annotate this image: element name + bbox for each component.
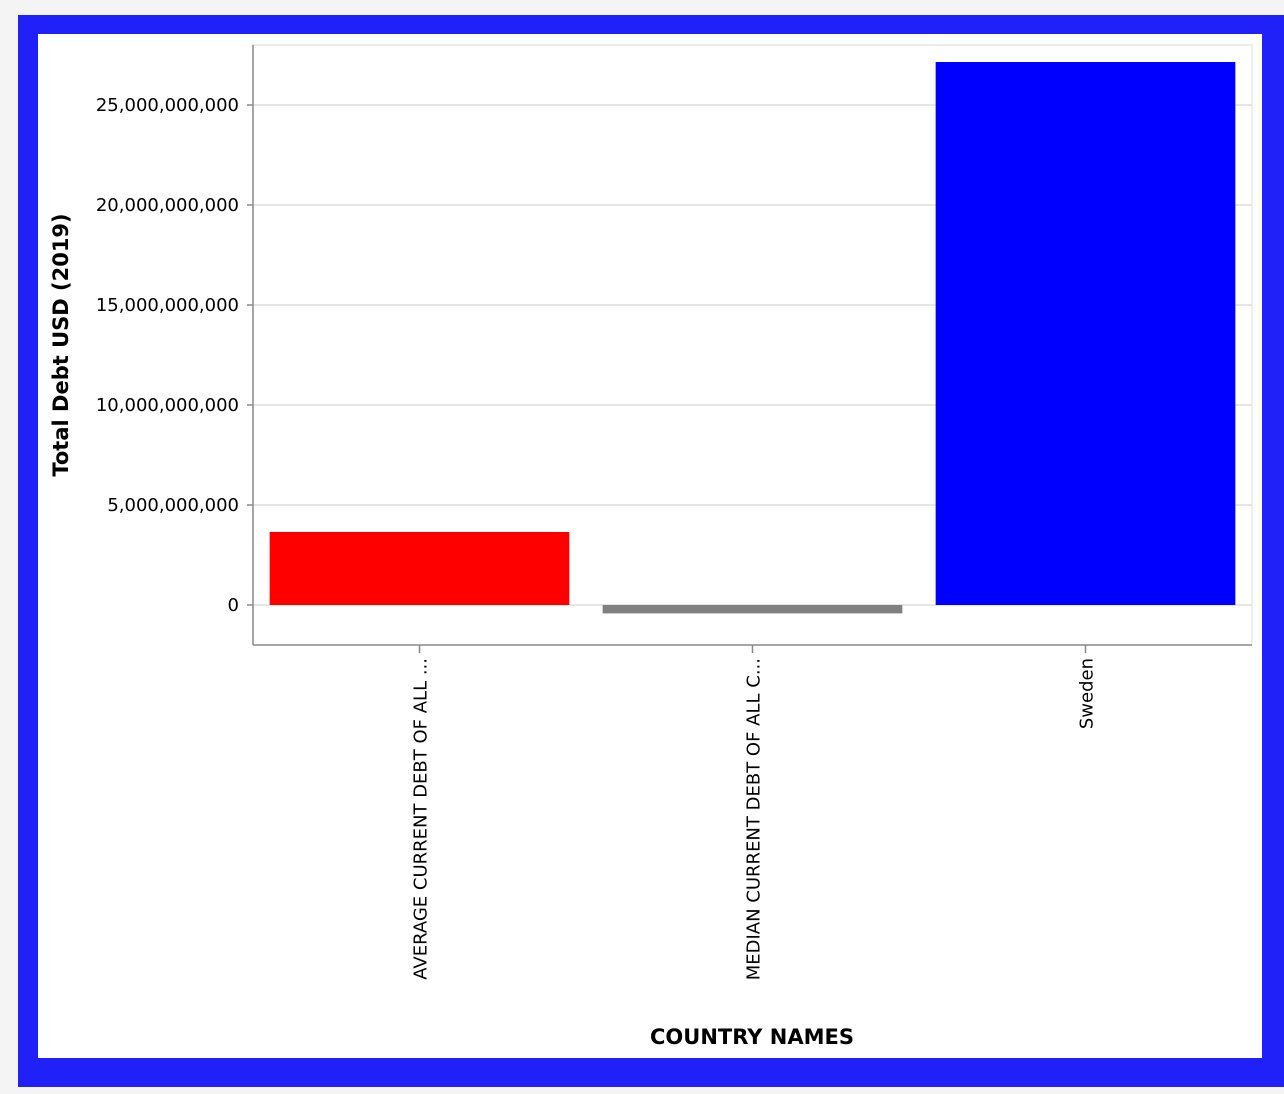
y-tick-label: 25,000,000,000 — [96, 95, 239, 116]
bar-1 — [602, 605, 903, 614]
x-tick-label: MEDIAN CURRENT DEBT OF ALL C... — [744, 658, 765, 980]
y-axis-ticks: 0 5,000,000,000 10,000,000,000 15,000,000,0… — [96, 95, 253, 616]
y-tick-label: 5,000,000,000 — [107, 495, 239, 516]
y-tick-label: 0 — [228, 595, 239, 616]
x-axis-title: COUNTRY NAMES — [650, 1025, 854, 1049]
y-tick-label: 10,000,000,000 — [96, 395, 239, 416]
bars — [269, 62, 1236, 614]
x-tick-label: AVERAGE CURRENT DEBT OF ALL ... — [411, 658, 432, 980]
x-tick-label: Sweden — [1077, 658, 1098, 729]
y-tick-label: 15,000,000,000 — [96, 295, 239, 316]
y-axis-title: Total Debt USD (2019) — [49, 213, 73, 476]
bar-0 — [269, 532, 570, 605]
y-tick-label: 20,000,000,000 — [96, 195, 239, 216]
bar-2 — [935, 62, 1236, 605]
x-axis-ticks: AVERAGE CURRENT DEBT OF ALL ... MEDIAN CU… — [411, 645, 1098, 980]
